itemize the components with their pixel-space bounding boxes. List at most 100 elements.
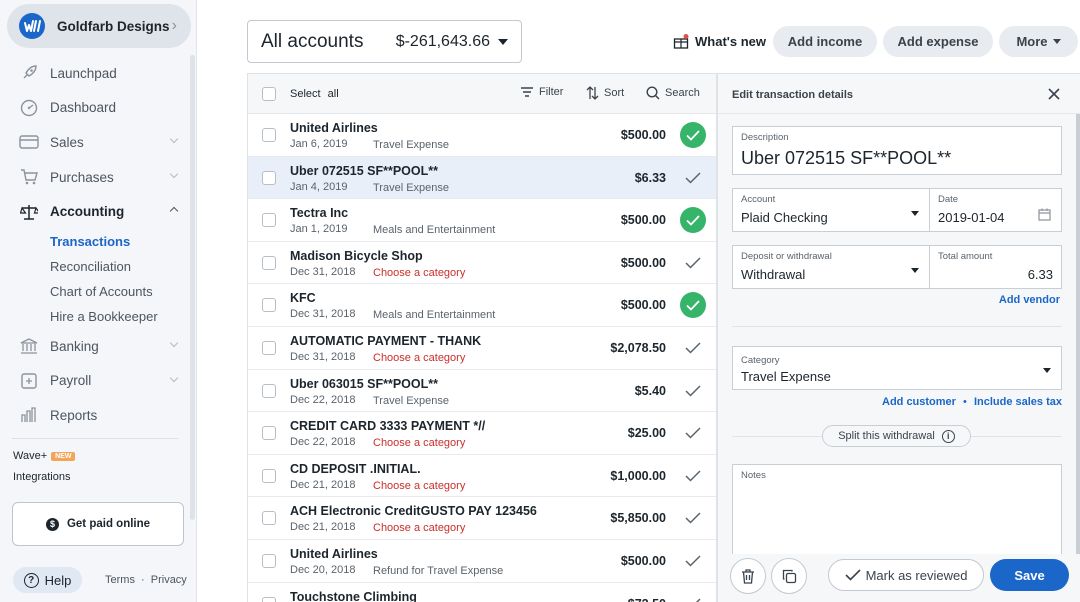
sidebar-scrollbar[interactable]	[190, 55, 195, 520]
choose-category-link[interactable]: Choose a category	[373, 479, 466, 492]
privacy-link[interactable]: Privacy	[150, 574, 187, 586]
total-amount-field[interactable]: Total amount 6.33	[929, 245, 1062, 289]
row-checkbox[interactable]	[262, 170, 276, 185]
sidebar-item-sales[interactable]: Sales	[0, 125, 197, 160]
sidebar-item-purchases[interactable]: Purchases	[0, 160, 197, 195]
sidebar-link-integrations[interactable]: Integrations	[13, 471, 71, 483]
calendar-icon[interactable]	[1038, 208, 1051, 226]
split-withdrawal-button[interactable]: Split this withdrawal i	[822, 425, 971, 447]
more-label: More	[1016, 34, 1048, 49]
more-button[interactable]: More	[999, 26, 1078, 57]
unreviewed-check-icon[interactable]	[684, 509, 702, 527]
whats-new-label: What's new	[695, 33, 766, 49]
reviewed-check-icon[interactable]	[680, 292, 706, 319]
sidebar-subitem-chart-of-accounts[interactable]: Chart of Accounts	[50, 283, 153, 299]
sidebar-item-banking[interactable]: Banking	[0, 329, 197, 364]
transaction-row[interactable]: Tectra Inc Jan 1, 2019 Meals and Entertain…	[248, 199, 716, 242]
add-expense-button[interactable]: Add expense	[883, 26, 993, 57]
add-customer-link[interactable]: Add customer	[882, 396, 956, 408]
row-checkbox[interactable]	[262, 596, 276, 602]
unreviewed-check-icon[interactable]	[684, 595, 702, 602]
row-checkbox[interactable]	[262, 383, 276, 398]
mark-as-reviewed-button[interactable]: Mark as reviewed	[828, 559, 984, 591]
transaction-amount: $6.33	[634, 170, 666, 185]
reviewed-check-icon[interactable]	[680, 207, 706, 234]
transaction-row[interactable]: Madison Bicycle Shop Dec 31, 2018 Choose a…	[248, 241, 716, 285]
row-checkbox[interactable]	[262, 553, 276, 568]
sidebar-item-reports[interactable]: Reports	[0, 398, 197, 433]
unreviewed-check-icon[interactable]	[684, 467, 702, 485]
account-select[interactable]: Account Plaid Checking	[732, 188, 930, 232]
description-field[interactable]: Description Uber 072515 SF**POOL**	[732, 126, 1062, 175]
transaction-row[interactable]: Uber 063015 SF**POOL** Dec 22, 2018 Travel…	[248, 369, 716, 413]
choose-category-link[interactable]: Choose a category	[373, 351, 466, 364]
category-select[interactable]: Category Travel Expense	[732, 346, 1062, 390]
caret-down-icon	[1043, 368, 1051, 373]
deposit-withdrawal-select[interactable]: Deposit or withdrawal Withdrawal	[732, 245, 930, 289]
row-checkbox[interactable]	[262, 426, 276, 441]
delete-button[interactable]	[730, 558, 766, 594]
add-vendor-link[interactable]: Add vendor	[998, 294, 1060, 306]
row-checkbox[interactable]	[262, 128, 276, 142]
choose-category-link[interactable]: Choose a category	[373, 522, 466, 535]
unreviewed-check-icon[interactable]	[684, 254, 702, 272]
row-checkbox[interactable]	[262, 468, 276, 483]
notes-field[interactable]: Notes	[732, 464, 1062, 554]
row-checkbox[interactable]	[262, 340, 276, 355]
transaction-row[interactable]: Uber 072515 SF**POOL** Jan 4, 2019 Travel …	[248, 156, 716, 200]
unreviewed-check-icon[interactable]	[684, 339, 702, 357]
sidebar-item-dashboard[interactable]: Dashboard	[0, 91, 197, 126]
sidebar: Goldfarb Designs › Launchpad Dashboard S…	[0, 0, 197, 602]
transaction-row[interactable]: United Airlines Dec 20, 2018 Refund for Tr…	[248, 539, 716, 583]
select-all-checkbox[interactable]	[262, 86, 276, 101]
gift-icon	[673, 34, 689, 49]
sidebar-item-accounting[interactable]: Accounting	[0, 194, 197, 229]
transaction-row[interactable]: CREDIT CARD 3333 PAYMENT *// Dec 22, 2018…	[248, 412, 716, 455]
date-field[interactable]: Date 2019-01-04	[929, 188, 1062, 232]
transaction-row[interactable]: Touchstone Climbing $72.50	[248, 582, 716, 602]
unreviewed-check-icon[interactable]	[684, 169, 702, 187]
sidebar-item-payroll[interactable]: Payroll	[0, 364, 197, 399]
save-button[interactable]: Save	[990, 559, 1069, 591]
sidebar-item-launchpad[interactable]: Launchpad	[0, 56, 197, 91]
sidebar-subitem-hire-bookkeeper[interactable]: Hire a Bookkeeper	[50, 308, 158, 324]
close-icon[interactable]	[1046, 86, 1062, 102]
choose-category-link[interactable]: Choose a category	[373, 266, 466, 279]
add-income-button[interactable]: Add income	[773, 26, 877, 57]
transaction-date: Jan 6, 2019	[290, 138, 348, 150]
total-value: 6.33	[1027, 267, 1053, 282]
sidebar-subitem-transactions[interactable]: Transactions	[50, 233, 131, 249]
reviewed-check-icon[interactable]	[680, 122, 706, 148]
sidebar-item-label: Reports	[50, 407, 98, 423]
transaction-row[interactable]: AUTOMATIC PAYMENT - THANK Dec 31, 2018 Cho…	[248, 326, 716, 370]
panel-scrollbar[interactable]	[1076, 114, 1080, 554]
sidebar-link-wave-plus[interactable]: Wave+ NEW	[13, 450, 76, 462]
row-checkbox[interactable]	[262, 213, 276, 228]
row-checkbox[interactable]	[262, 511, 276, 526]
sort-button[interactable]: Sort	[586, 86, 624, 100]
transaction-row[interactable]: ACH Electronic CreditGUSTO PAY 123456 Dec…	[248, 497, 716, 540]
whats-new-button[interactable]: What's new	[673, 28, 766, 54]
choose-category-link[interactable]: Choose a category	[373, 437, 466, 450]
check-icon	[844, 569, 861, 581]
transaction-row[interactable]: KFC Dec 31, 2018 Meals and Entertainment $5…	[248, 284, 716, 327]
business-switcher[interactable]: Goldfarb Designs ›	[7, 4, 191, 48]
transaction-row[interactable]: United Airlines Jan 6, 2019 Travel Expense…	[248, 114, 716, 157]
filter-button[interactable]: Filter	[520, 86, 563, 98]
account-selector[interactable]: All accounts $-261,643.66	[247, 20, 522, 63]
unreviewed-check-icon[interactable]	[684, 424, 702, 442]
terms-link[interactable]: Terms	[105, 574, 135, 586]
help-button[interactable]: ? Help	[13, 567, 82, 593]
sidebar-subitem-reconciliation[interactable]: Reconciliation	[50, 258, 131, 274]
section-divider	[732, 326, 1062, 327]
transaction-row[interactable]: CD DEPOSIT .INITIAL. Dec 21, 2018 Choose a…	[248, 454, 716, 498]
row-checkbox[interactable]	[262, 255, 276, 270]
include-sales-tax-link[interactable]: Include sales tax	[973, 396, 1062, 408]
unreviewed-check-icon[interactable]	[684, 552, 702, 570]
row-checkbox[interactable]	[262, 298, 276, 313]
get-paid-online-button[interactable]: $ Get paid online	[12, 502, 184, 546]
search-button[interactable]: Search	[646, 86, 700, 100]
transaction-rows: United Airlines Jan 6, 2019 Travel Expense…	[248, 114, 716, 602]
unreviewed-check-icon[interactable]	[684, 382, 702, 400]
duplicate-button[interactable]	[771, 558, 807, 594]
